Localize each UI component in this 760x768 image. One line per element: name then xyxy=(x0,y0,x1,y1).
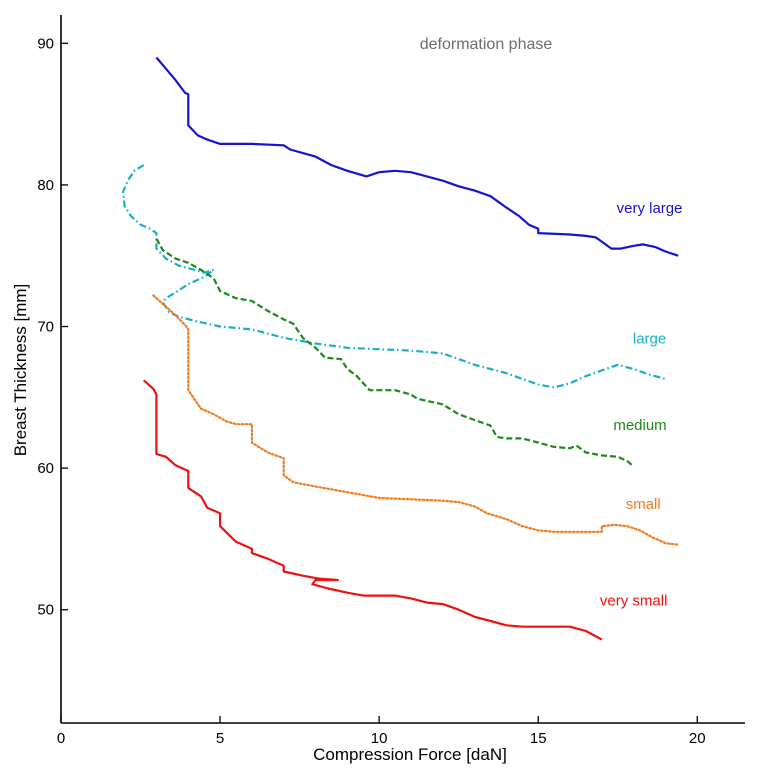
x-tick-label: 5 xyxy=(216,730,224,747)
series-line-large xyxy=(121,164,666,389)
x-tick-label: 0 xyxy=(57,730,65,747)
series-line-small xyxy=(152,294,680,546)
axes xyxy=(60,15,745,724)
series-line-very-small xyxy=(142,379,603,641)
y-axis-label: Breast Thickness [mm] xyxy=(11,284,30,457)
series-label-very-large: very large xyxy=(617,200,683,217)
x-tick-label: 20 xyxy=(689,730,706,747)
y-tick-label: 50 xyxy=(37,602,54,619)
series-labels: very large large medium small very small xyxy=(600,200,683,609)
series-line-very-large xyxy=(155,56,679,257)
y-tick-label: 60 xyxy=(37,460,54,477)
series-label-small: small xyxy=(626,496,661,513)
x-tick-label: 10 xyxy=(371,730,388,747)
y-tick-label: 70 xyxy=(37,319,54,336)
y-tick-label: 90 xyxy=(37,35,54,52)
series-lines xyxy=(121,56,680,641)
series-line-medium xyxy=(155,238,635,468)
x-axis-label: Compression Force [daN] xyxy=(313,745,507,764)
series-label-very-small: very small xyxy=(600,592,668,609)
x-tick-label: 15 xyxy=(530,730,547,747)
chart-annotation: deformation phase xyxy=(420,36,553,53)
series-label-medium: medium xyxy=(613,417,666,434)
ticks: 0 5 10 15 20 50 60 70 80 90 xyxy=(37,35,705,747)
y-tick-label: 80 xyxy=(37,177,54,194)
series-label-large: large xyxy=(633,331,666,348)
